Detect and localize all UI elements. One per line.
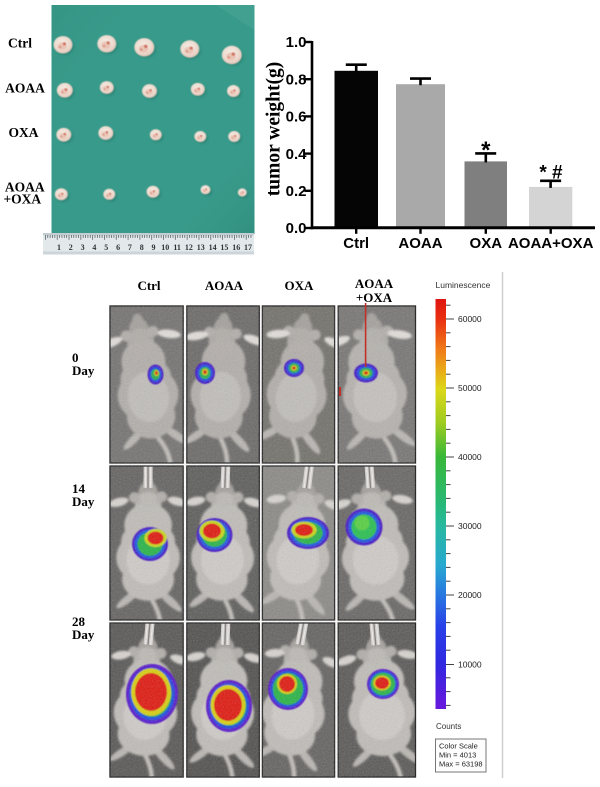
svg-text:Day: Day [72,627,95,642]
svg-text:9: 9 [152,243,156,252]
svg-text:* #: * # [539,163,563,184]
svg-text:15: 15 [220,243,228,252]
svg-text:0.8: 0.8 [286,71,307,88]
svg-text:13: 13 [197,243,205,252]
svg-text:Day: Day [72,494,95,509]
svg-text:28: 28 [72,614,86,629]
svg-text:AOAA: AOAA [205,278,244,293]
svg-text:Day: Day [72,363,95,378]
svg-text:AOAA: AOAA [5,180,45,195]
svg-text:8: 8 [140,243,144,252]
svg-text:20000: 20000 [458,590,482,600]
svg-text:Counts: Counts [436,722,461,731]
svg-text:14: 14 [209,243,217,252]
svg-text:40000: 40000 [458,452,482,462]
svg-text:Luminescence: Luminescence [436,280,491,290]
svg-text:*: * [481,137,491,164]
svg-text:1.0: 1.0 [286,34,307,51]
svg-text:Ctrl: Ctrl [343,235,369,252]
svg-text:0.6: 0.6 [286,109,307,126]
svg-text:+OXA: +OXA [3,192,41,207]
svg-text:AOAA: AOAA [5,81,45,96]
svg-text:Min = 4013: Min = 4013 [439,751,476,760]
svg-text:Color Scale: Color Scale [439,742,478,751]
svg-text:16: 16 [232,243,240,252]
svg-text:5: 5 [104,243,108,252]
svg-text:+OXA: +OXA [356,290,393,305]
svg-text:Ctrl: Ctrl [137,278,160,293]
svg-text:1: 1 [57,243,61,252]
svg-text:6: 6 [116,243,120,252]
svg-text:0.4: 0.4 [286,146,308,163]
svg-text:14: 14 [72,481,86,496]
svg-text:30000: 30000 [458,521,482,531]
svg-text:0.0: 0.0 [286,220,307,237]
svg-text:17: 17 [244,243,252,252]
svg-text:OXA: OXA [470,235,503,252]
svg-text:OXA: OXA [9,125,39,140]
svg-text:Max = 63198: Max = 63198 [439,760,483,769]
svg-text:0.2: 0.2 [286,183,307,200]
svg-text:0: 0 [72,350,79,365]
svg-text:tumor weight(g): tumor weight(g) [264,62,285,197]
svg-text:60000: 60000 [458,314,482,324]
svg-text:10000: 10000 [458,660,482,670]
svg-text:11: 11 [173,243,181,252]
svg-text:4: 4 [92,243,96,252]
svg-text:AOAA+OXA: AOAA+OXA [508,235,594,252]
svg-text:AOAA: AOAA [398,235,442,252]
svg-text:50000: 50000 [458,383,482,393]
svg-text:AOAA: AOAA [355,276,394,291]
svg-text:3: 3 [81,243,85,252]
svg-text:7: 7 [128,243,132,252]
svg-text:10: 10 [161,243,169,252]
svg-text:OXA: OXA [285,278,315,293]
svg-text:Ctrl: Ctrl [8,36,32,51]
svg-text:2: 2 [69,243,73,252]
svg-text:12: 12 [185,243,193,252]
